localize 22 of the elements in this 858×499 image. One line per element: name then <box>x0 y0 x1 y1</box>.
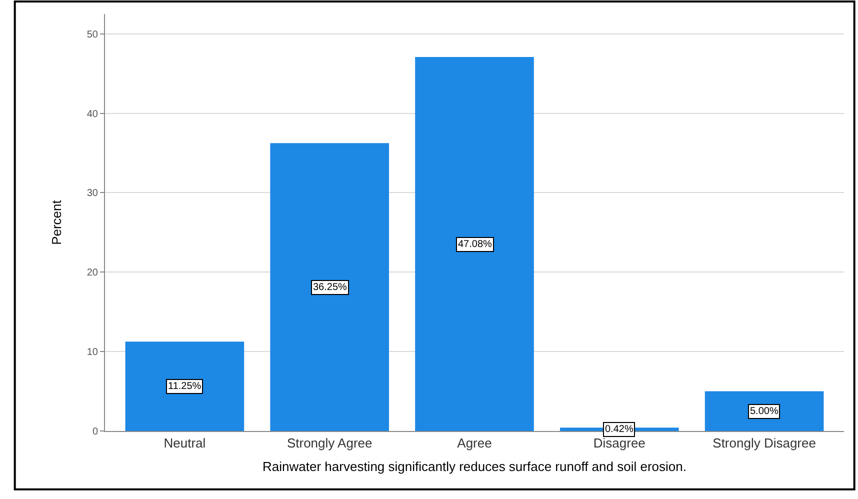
data-label: 47.08% <box>458 239 492 250</box>
y-tick-label: 20 <box>86 268 98 279</box>
y-tick-label: 50 <box>86 29 98 40</box>
x-tick-label: Strongly Disagree <box>712 436 816 451</box>
y-tick-label: 30 <box>86 188 98 200</box>
x-tick-label: Disagree <box>593 436 646 451</box>
bar <box>270 143 390 431</box>
bar <box>125 342 244 431</box>
x-tick-label: Agree <box>457 436 492 451</box>
bar <box>415 57 534 431</box>
x-tick-label: Neutral <box>164 436 206 451</box>
y-tick-label: 10 <box>86 347 98 358</box>
data-label: 0.42% <box>605 424 634 435</box>
x-axis-title: Rainwater harvesting significantly reduces surface runoff and soil erosion. <box>262 459 686 474</box>
y-tick-label: 0 <box>92 426 98 438</box>
data-label: 5.00% <box>750 406 778 417</box>
y-axis-title: Percent <box>48 200 64 245</box>
data-label: 11.25% <box>168 381 202 392</box>
bar <box>704 391 824 431</box>
y-tick-label: 40 <box>86 108 98 120</box>
x-tick-label: Strongly Agree <box>286 436 372 451</box>
data-label: 36.25% <box>313 282 348 293</box>
